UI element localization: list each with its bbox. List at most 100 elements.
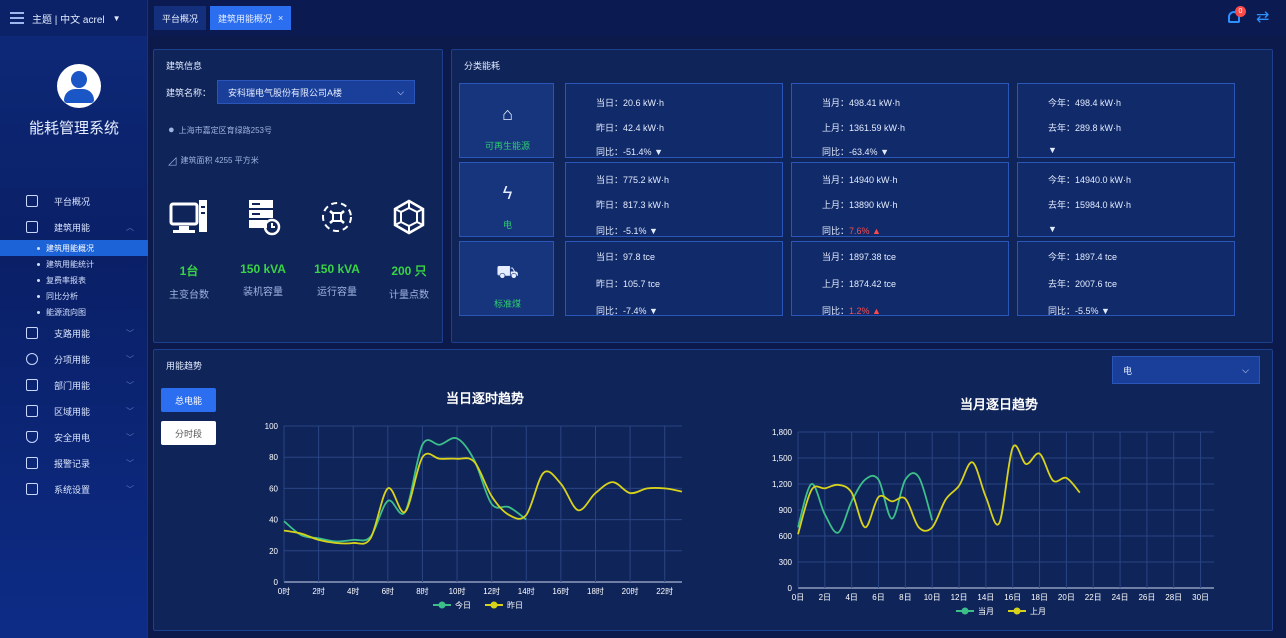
x-tick-label: 22时 [656,586,673,596]
sidebar-item-branch-energy[interactable]: 支路用能 ﹀ [0,320,148,346]
chevron-down-icon: ﹀ [126,355,134,364]
x-tick-label: 24日 [1112,593,1129,602]
down-triangle-icon: ▼ [654,147,663,157]
yoy-line: ▼ [1048,145,1057,155]
sidebar-subitem-yoy-analysis[interactable]: 同比分析 [0,288,148,304]
building-info-panel: 建筑信息 建筑名称： 安科瑞电气股份有限公司A楼 ⌵ ● 上海市嘉定区育绿路25… [153,49,443,343]
yoy-line: 同比：-63.4% ▼ [822,145,889,158]
sidebar-subitem-energy-flow[interactable]: 能源流向图 [0,304,148,320]
theme-language-user-menu[interactable]: 主题 | 中文 acrel [32,14,105,26]
close-icon[interactable]: × [278,13,284,23]
network-icon [317,198,357,236]
cell-month-electricity: 当月：14940 kW·h 上月：13890 kW·h 同比：7.6% ▲ [791,162,1009,237]
sidebar-item-system-settings[interactable]: 系统设置 ﹀ [0,476,148,502]
stat-value: 150 kVA [240,262,286,276]
sidebar-item-label: 部门用能 [54,380,91,391]
chevron-down-icon: ﹀ [126,407,134,416]
category-name: 可再生能源 [484,141,530,151]
legend-marker [961,607,969,615]
renewable-icon: ⌂ [502,104,513,124]
cell-year-coal: 今年：1897.4 tce 去年：2007.6 tce 同比：-5.5% ▼ [1017,241,1235,316]
sidebar-item-label: 系统设置 [54,484,91,495]
sidebar-subitem-multi-rate-report[interactable]: 复费率报表 [0,272,148,288]
y-tick-label: 80 [269,453,278,462]
yoy-line: 同比：7.6% ▲ [822,224,881,237]
up-triangle-icon: ▲ [872,306,881,316]
x-tick-label: 4时 [347,586,359,596]
y-tick-label: 40 [269,516,278,525]
bell-icon[interactable]: 0 [1226,6,1246,26]
last-month-value: 上月：1874.42 tce [822,279,897,289]
building-name-select[interactable]: 安科瑞电气股份有限公司A楼 ⌵ [217,80,416,104]
sidebar-item-alarm-records[interactable]: 报警记录 ﹀ [0,450,148,476]
series-line-0 [283,437,527,543]
stat-label: 主变台数 [169,290,209,301]
server-icon [243,198,283,236]
today-value: 当日：97.8 tce [596,252,656,262]
legend-label: 上月 [1030,607,1046,616]
x-tick-label: 30日 [1192,593,1209,602]
sidebar-item-label: 分项用能 [54,354,91,365]
sidebar-item-sub-item-energy[interactable]: 分项用能 ﹀ [0,346,148,372]
energy-type-select[interactable]: 电 ⌵ [1112,356,1260,384]
stat-label: 计量点数 [389,290,429,301]
time-period-button[interactable]: 分时段 [161,421,216,445]
x-tick-label: 10时 [449,586,466,596]
location-pin-icon: ● [168,124,175,136]
stat-installed-capacity: 150 kVA 装机容量 [228,198,298,298]
cell-day-renewable: 当日：20.6 kW·h 昨日：42.4 kW·h 同比：-51.4% ▼ [565,83,783,158]
yoy-line: ▼ [1048,224,1057,234]
x-tick-label: 28日 [1165,593,1182,602]
legend-marker [1013,607,1021,615]
series-line-1 [797,444,1081,535]
x-tick-label: 20日 [1058,593,1075,602]
x-tick-label: 0日 [792,593,804,602]
category-electricity: ϟ 电 [459,162,554,237]
cell-month-renewable: 当月：498.41 kW·h 上月：1361.59 kW·h 同比：-63.4%… [791,83,1009,158]
avatar[interactable] [57,64,101,108]
sidebar-item-safe-electricity[interactable]: 安全用电 ﹀ [0,424,148,450]
sidebar-item-area-energy[interactable]: 区域用能 ﹀ [0,398,148,424]
yoy-line: 同比：-51.4% ▼ [596,145,663,158]
stat-label: 装机容量 [243,287,283,298]
x-tick-label: 6日 [872,593,884,602]
yoy-value: 7.6% [849,226,870,236]
sidebar-item-platform-overview[interactable]: 平台概况 [0,188,148,214]
building-name-label: 建筑名称： [166,87,212,98]
last-year-value: 去年：15984.0 kW·h [1048,200,1132,210]
sidebar-item-label: 安全用电 [54,432,91,443]
sidebar-item-department-energy[interactable]: 部门用能 ﹀ [0,372,148,398]
yoy-value: -5.5% [1075,306,1099,316]
chevron-down-icon[interactable]: ▼ [112,13,121,23]
x-tick-label: 12时 [483,586,500,596]
panel-title: 分类能耗 [464,61,501,71]
tab-building-energy-overview[interactable]: 建筑用能概况 × [210,6,292,30]
last-month-value: 上月：1361.59 kW·h [822,123,906,133]
this-month-value: 当月：14940 kW·h [822,175,898,185]
y-tick-label: 0 [788,584,793,593]
department-icon [26,379,38,391]
sidebar-header: 主题 | 中文 acrel ▼ [0,0,147,36]
y-tick-label: 100 [265,422,279,431]
area-line: ◿ 建筑面积 4255 平方米 [168,154,259,167]
y-tick-label: 900 [779,506,793,515]
x-tick-label: 18日 [1031,593,1048,602]
sidebar-item-building-energy[interactable]: 建筑用能 ︿ [0,214,148,240]
legend-label: 当月 [978,606,994,616]
sidebar-subitem-building-overview[interactable]: 建筑用能概况 [0,240,148,256]
settings-icon [26,483,38,495]
refresh-icon[interactable]: ⇄ [1256,9,1270,26]
hamburger-icon[interactable] [10,12,24,24]
sidebar-item-label: 平台概况 [54,196,91,207]
sidebar-subitem-building-stats[interactable]: 建筑用能统计 [0,256,148,272]
x-tick-label: 18时 [587,586,604,596]
sidebar-item-label: 建筑用能 [54,222,91,233]
last-year-value: 去年：2007.6 tce [1048,279,1118,289]
chart-title-hourly: 当日逐时趋势 [446,391,525,406]
x-tick-label: 6时 [382,586,394,596]
total-energy-button[interactable]: 总电能 [161,388,216,412]
energy-type-value: 电 [1123,365,1133,376]
yoy-label: 同比： [1048,306,1076,316]
tab-platform-overview[interactable]: 平台概况 [154,6,207,30]
